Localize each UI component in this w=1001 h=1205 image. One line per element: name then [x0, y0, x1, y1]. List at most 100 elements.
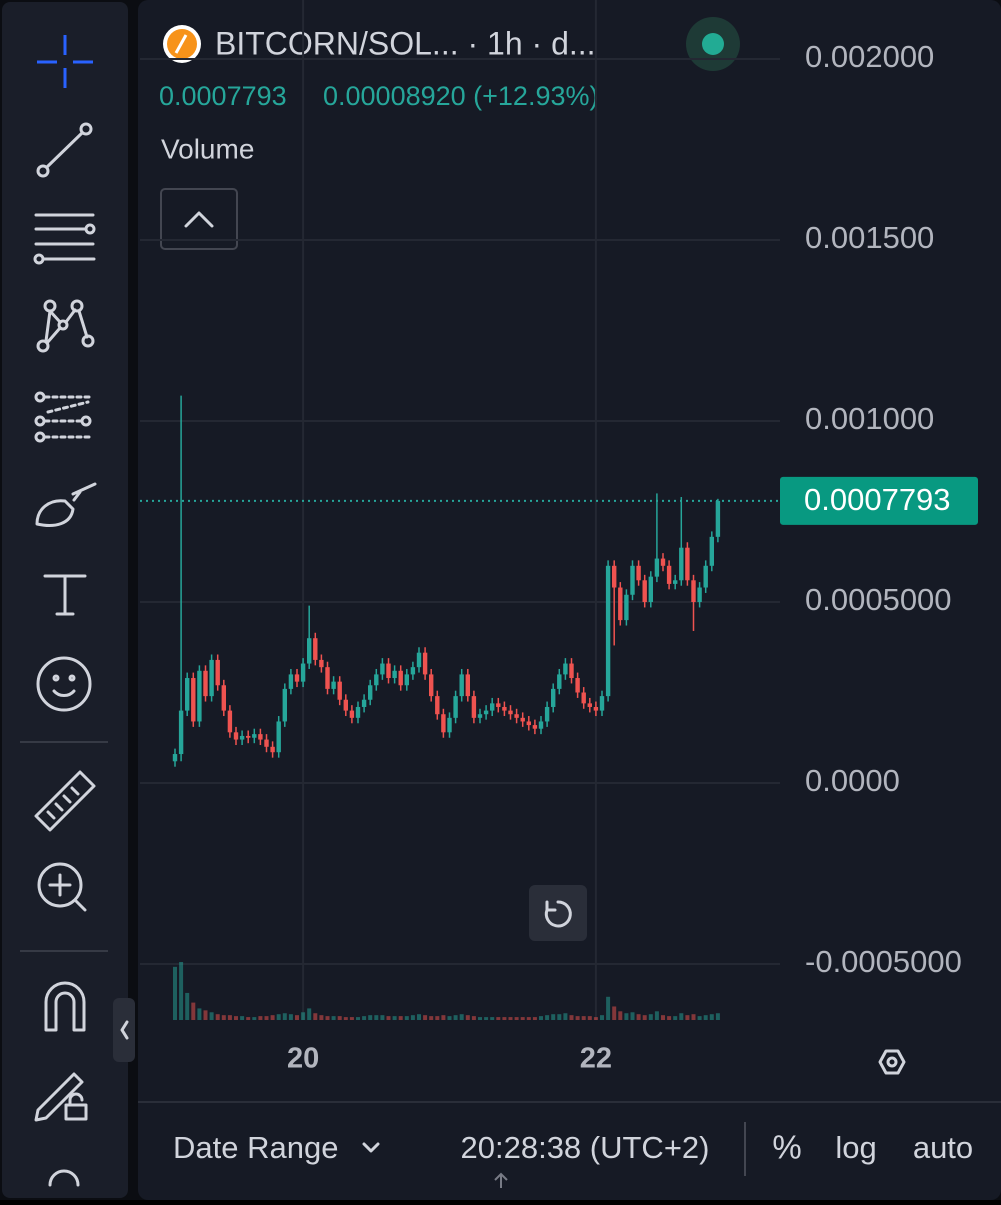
unlock-tool[interactable]: [48, 1169, 80, 1187]
candle-body: [563, 663, 568, 675]
fib-tool[interactable]: [33, 213, 96, 265]
plot-area: -0.0005000 0.0000 0.0005000 0.001000 0.00150…: [140, 0, 978, 1075]
volume-bar: [575, 1016, 580, 1020]
volume-bar: [197, 1008, 202, 1020]
candle-body: [624, 594, 629, 621]
volume-bar: [600, 1015, 604, 1020]
volume-bar: [429, 1016, 434, 1020]
volume-bar: [441, 1015, 446, 1020]
text-tool[interactable]: [43, 574, 87, 616]
candle-body: [325, 667, 330, 689]
volume-bar: [709, 1014, 714, 1020]
candle-body: [453, 696, 458, 718]
candle-body: [227, 710, 233, 733]
volume-bar: [179, 962, 184, 1020]
volume-bar: [270, 1015, 275, 1020]
auto-toggle[interactable]: auto: [913, 1130, 973, 1165]
volume-bar: [264, 1016, 269, 1020]
candle-body: [715, 500, 721, 537]
brush-tool[interactable]: [35, 482, 97, 527]
candle-body: [276, 721, 281, 753]
collapse-toolbar[interactable]: [113, 998, 135, 1062]
candle-body: [538, 721, 544, 729]
volume-bar: [386, 1016, 391, 1020]
y-tick-label: 0.001500: [805, 220, 934, 255]
volume-bar: [343, 1017, 348, 1020]
volume-bar: [349, 1017, 354, 1020]
volume-bar: [404, 1016, 409, 1020]
volume-bar: [209, 1012, 214, 1020]
volume-bar: [496, 1017, 501, 1020]
candle-body: [368, 685, 373, 700]
date-range[interactable]: Date Range: [173, 1130, 338, 1165]
candle-body: [422, 652, 428, 675]
candle-body: [520, 717, 525, 722]
volume-bar: [240, 1016, 245, 1020]
candle-body: [288, 674, 294, 689]
candle-body: [429, 674, 434, 697]
candle-body: [508, 710, 513, 715]
pattern-tool[interactable]: [36, 299, 95, 353]
trend-line-tool[interactable]: [36, 122, 93, 178]
volume-bar: [227, 1015, 232, 1020]
candle-body: [361, 699, 367, 707]
candle-body: [313, 638, 318, 660]
candle-body: [642, 580, 647, 603]
volume-bar: [661, 1015, 665, 1020]
volume-bar: [368, 1015, 373, 1020]
symbol-logo: [163, 25, 201, 63]
volume-bar: [313, 1013, 318, 1020]
price-tag: [780, 476, 978, 525]
volume-bar: [185, 992, 190, 1020]
volume-bar: [587, 1016, 592, 1020]
volume-bar: [435, 1016, 440, 1020]
reset-button[interactable]: [529, 885, 587, 941]
candle-body: [447, 717, 452, 733]
candle-body: [197, 670, 202, 722]
candle-body: [392, 670, 397, 679]
volume-bar: [417, 1014, 421, 1020]
candle-body: [337, 681, 342, 700]
indicator-label[interactable]: Volume: [161, 133, 254, 164]
candle-body: [252, 734, 257, 738]
volume-bar: [295, 1015, 299, 1020]
volume-bar: [618, 1011, 623, 1020]
percent-toggle[interactable]: %: [772, 1129, 801, 1166]
crosshair-tool[interactable]: [37, 35, 93, 88]
lock-drawing-tool[interactable]: [34, 1072, 88, 1122]
volume-bar: [471, 1016, 476, 1020]
candle-body: [490, 703, 495, 711]
clock: 20:28:38 (UTC+2): [461, 1130, 710, 1165]
candle-body: [380, 663, 385, 675]
volume-bar: [331, 1016, 336, 1020]
candle-body: [636, 565, 641, 581]
chart-settings[interactable]: [878, 1049, 906, 1075]
volume-bar: [380, 1015, 385, 1020]
volume-bar: [685, 1015, 690, 1020]
collapse-indicators[interactable]: [160, 188, 238, 250]
volume-bar: [648, 1014, 653, 1020]
candle-body: [477, 714, 483, 718]
volume-bar: [356, 1017, 360, 1020]
zoom-tool[interactable]: [37, 862, 87, 912]
candle-body: [307, 638, 312, 664]
candle-body: [630, 565, 635, 595]
symbol-title[interactable]: BITCORN/SOL... · 1h · d...: [215, 25, 596, 61]
log-toggle[interactable]: log: [835, 1130, 876, 1165]
candle-body: [233, 732, 239, 740]
prediction-tool[interactable]: [34, 391, 92, 443]
volume-bar: [484, 1017, 489, 1020]
magnet-tool[interactable]: [44, 981, 86, 1032]
emoji-tool[interactable]: [36, 656, 92, 712]
volume-bar: [539, 1016, 543, 1020]
ruler-tool[interactable]: [34, 770, 96, 832]
candle-body: [191, 678, 196, 722]
volume-bar: [715, 1013, 720, 1020]
candle-body: [355, 706, 361, 718]
candle-body: [300, 663, 306, 682]
candle-body: [270, 746, 275, 753]
candle-body: [666, 565, 672, 584]
volume-bar: [490, 1017, 495, 1020]
volume-bar: [642, 1015, 647, 1020]
volume-bar: [392, 1016, 397, 1020]
